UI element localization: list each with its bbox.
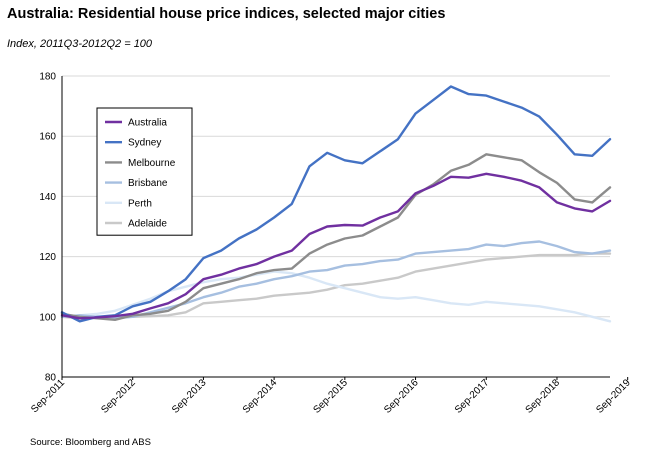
series-line-sydney — [60, 85, 612, 323]
legend-label-sydney: Sydney — [128, 138, 161, 149]
x-tick-label: Sep-2015 — [312, 377, 351, 416]
y-tick-label: 140 — [39, 192, 56, 203]
y-tick-label: 80 — [45, 373, 57, 384]
x-tick-label: Sep-2019 — [594, 377, 633, 416]
y-tick-label: 100 — [39, 312, 56, 323]
chart-title: Australia: Residential house price indic… — [7, 6, 446, 22]
series-layer — [60, 85, 612, 323]
y-tick-label: 160 — [39, 132, 56, 143]
y-tick-label: 180 — [39, 72, 56, 83]
legend-label-perth: Perth — [128, 198, 152, 209]
chart-subtitle: Index, 2011Q3-2012Q2 = 100 — [7, 38, 153, 50]
series-line-perth — [60, 270, 612, 323]
legend-label-melbourne: Melbourne — [128, 158, 176, 169]
source-note: Source: Bloomberg and ABS — [30, 437, 151, 448]
series-line-melbourne — [60, 153, 612, 321]
legend-box — [96, 107, 193, 236]
legend-label-brisbane: Brisbane — [128, 178, 168, 189]
legend: Australia Sydney Melbourne Brisbane Perth Ade… — [96, 107, 193, 236]
legend-label-adelaide: Adelaide — [128, 219, 167, 230]
series-line-adelaide — [60, 252, 612, 320]
x-tick-label: Sep-2016 — [382, 377, 421, 416]
x-tick-label: Sep-2017 — [453, 377, 492, 416]
y-tick-label: 120 — [39, 252, 56, 263]
x-tick-label: Sep-2012 — [99, 377, 138, 416]
x-tick-label: Sep-2014 — [241, 377, 280, 416]
series-line-australia — [60, 172, 612, 320]
x-tick-label: Sep-2013 — [170, 377, 209, 416]
legend-label-australia: Australia — [128, 118, 167, 129]
series-line-brisbane — [60, 240, 612, 320]
x-tick-label: Sep-2018 — [524, 377, 563, 416]
